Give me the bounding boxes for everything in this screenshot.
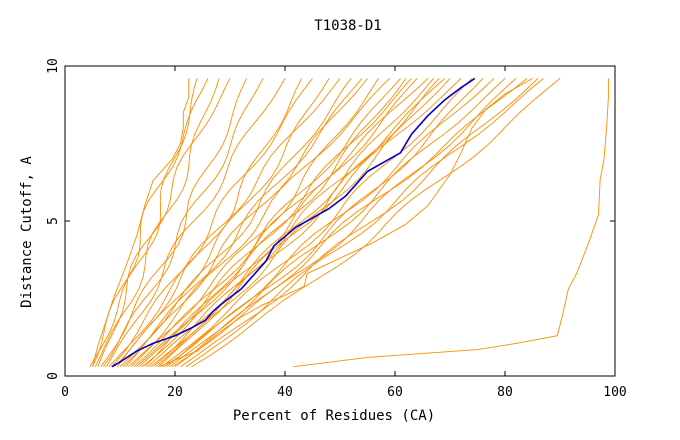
model-curve — [185, 78, 544, 368]
model-curve — [166, 78, 495, 368]
model-curve — [105, 78, 286, 367]
x-tick-label: 60 — [387, 385, 403, 400]
model-curve — [152, 78, 445, 368]
outlier-curve — [158, 78, 533, 368]
model-curve — [133, 78, 401, 368]
model-curve — [147, 78, 434, 368]
y-tick-label: 5 — [46, 217, 61, 225]
model-curve — [100, 78, 247, 367]
model-curve — [92, 78, 209, 367]
model-curve — [127, 78, 379, 368]
model-curve — [97, 78, 231, 367]
model-curve — [116, 78, 341, 367]
model-curve — [138, 78, 412, 368]
model-curve — [150, 78, 440, 368]
model-curve — [191, 78, 561, 368]
model-curve — [144, 78, 429, 368]
y-tick-label: 0 — [46, 372, 61, 380]
highlight-curve — [111, 77, 476, 368]
model-curve — [174, 78, 528, 368]
x-tick-label: 20 — [167, 385, 183, 400]
model-curve — [130, 78, 390, 368]
model-curve — [169, 78, 506, 368]
y-tick-label: 10 — [46, 58, 61, 74]
model-curve — [180, 78, 539, 368]
series-layer — [89, 78, 609, 368]
outlier-curve — [293, 78, 609, 368]
chart-title: T1038-D1 — [314, 18, 381, 34]
model-curve — [125, 78, 368, 367]
model-curve — [119, 78, 352, 368]
x-tick-label: 80 — [497, 385, 513, 400]
axes — [64, 65, 616, 377]
plot-frame — [64, 65, 616, 377]
model-curve — [89, 78, 198, 367]
model-curve — [161, 78, 473, 368]
x-axis-label: Percent of Residues (CA) — [233, 408, 435, 424]
y-axis-label: Distance Cutoff, A — [19, 156, 35, 308]
model-curve — [141, 78, 418, 368]
x-tick-label: 0 — [61, 385, 69, 400]
highlight-layer — [111, 77, 476, 368]
model-curve — [158, 78, 462, 368]
model-curve — [111, 78, 313, 367]
model-curve — [114, 78, 330, 368]
outlier-curve — [92, 78, 190, 367]
x-tick-label: 100 — [603, 385, 626, 400]
tick-layer: 0 20 40 60 80 100 0 5 10 — [46, 58, 627, 400]
model-curve — [103, 78, 264, 367]
model-curve — [172, 78, 517, 368]
x-tick-label: 40 — [277, 385, 293, 400]
